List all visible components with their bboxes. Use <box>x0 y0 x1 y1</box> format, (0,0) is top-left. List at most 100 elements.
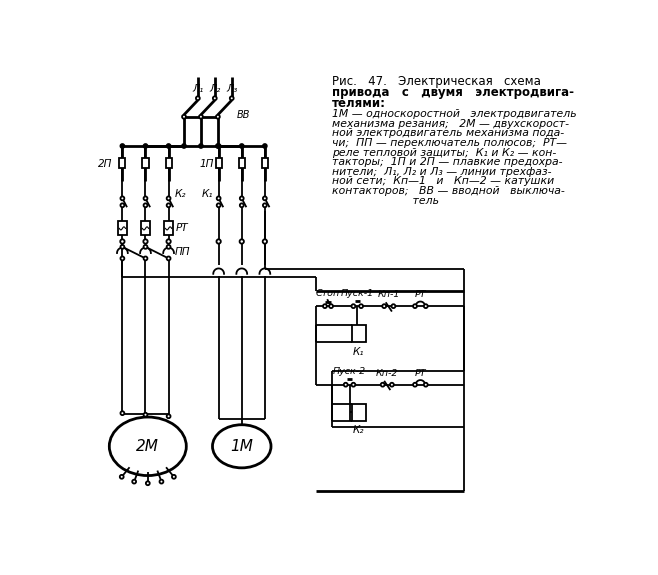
Text: такторы;  1П и 2П — плавкие предохра-: такторы; 1П и 2П — плавкие предохра- <box>332 157 563 167</box>
Text: К₂: К₂ <box>353 425 365 435</box>
Bar <box>164 221 173 235</box>
Text: Кп-2: Кп-2 <box>376 369 399 378</box>
Circle shape <box>132 480 136 484</box>
Circle shape <box>216 239 221 244</box>
Bar <box>141 221 150 235</box>
Circle shape <box>216 204 220 207</box>
Text: К₂: К₂ <box>175 189 187 199</box>
Bar <box>142 158 149 168</box>
Circle shape <box>382 304 386 308</box>
Circle shape <box>120 245 124 249</box>
Circle shape <box>390 383 394 386</box>
Bar <box>166 158 172 168</box>
Bar <box>216 158 222 168</box>
Circle shape <box>263 239 267 244</box>
Circle shape <box>166 204 170 207</box>
Circle shape <box>143 197 147 200</box>
Circle shape <box>143 239 147 244</box>
Text: 2П: 2П <box>98 159 113 170</box>
Text: контакторов;   ВВ — вводной   выключа-: контакторов; ВВ — вводной выключа- <box>332 186 565 196</box>
Circle shape <box>120 204 124 207</box>
Text: тель: тель <box>332 196 439 206</box>
Text: нители;  Л₁, Л₂ и Л₃ — линии трехфаз-: нители; Л₁, Л₂ и Л₃ — линии трехфаз- <box>332 167 551 177</box>
Circle shape <box>263 204 266 207</box>
Circle shape <box>424 304 428 308</box>
Circle shape <box>240 204 243 207</box>
Bar <box>352 325 366 342</box>
Circle shape <box>323 304 327 308</box>
Circle shape <box>166 256 170 260</box>
Text: ной сети;  Кп—1   и   Кп—2 — катушки: ной сети; Кп—1 и Кп—2 — катушки <box>332 177 554 186</box>
Text: привода   с   двумя   электродвига-: привода с двумя электродвига- <box>332 86 574 99</box>
Circle shape <box>240 239 244 244</box>
Circle shape <box>143 144 147 148</box>
Circle shape <box>263 197 266 200</box>
Circle shape <box>263 144 267 148</box>
Text: 1М — односкоростной   электродвигатель: 1М — односкоростной электродвигатель <box>332 109 576 119</box>
Text: Л₂: Л₂ <box>209 84 220 94</box>
Circle shape <box>199 144 203 148</box>
Text: механизма резания;   2М — двухскорост-: механизма резания; 2М — двухскорост- <box>332 118 569 129</box>
Circle shape <box>166 245 170 249</box>
Text: Рис.   47.   Электрическая   схема: Рис. 47. Электрическая схема <box>332 75 541 88</box>
Bar <box>352 404 366 421</box>
Circle shape <box>166 197 170 200</box>
Circle shape <box>216 197 220 200</box>
Text: ной электродвигатель механизма пода-: ной электродвигатель механизма пода- <box>332 128 564 139</box>
Text: ПП: ПП <box>175 247 190 257</box>
Circle shape <box>392 304 395 308</box>
Circle shape <box>166 415 170 418</box>
Circle shape <box>120 239 124 244</box>
Circle shape <box>213 97 216 100</box>
Text: реле тепловой защиты;  К₁ и К₂ — кон-: реле тепловой защиты; К₁ и К₂ — кон- <box>332 148 556 158</box>
Circle shape <box>351 383 355 386</box>
Circle shape <box>343 383 347 386</box>
Circle shape <box>166 239 170 244</box>
Circle shape <box>216 144 221 148</box>
Circle shape <box>143 204 147 207</box>
Text: Л₁: Л₁ <box>192 84 203 94</box>
Circle shape <box>143 245 147 249</box>
Circle shape <box>159 480 163 484</box>
Text: РТ: РТ <box>415 290 426 299</box>
Bar <box>239 158 245 168</box>
Text: чи;  ПП — переключатель полюсов;  РТ—: чи; ПП — переключатель полюсов; РТ— <box>332 138 567 148</box>
Circle shape <box>381 383 384 386</box>
Circle shape <box>143 413 147 417</box>
Circle shape <box>216 144 220 148</box>
Circle shape <box>413 383 417 386</box>
Bar <box>118 221 127 235</box>
Circle shape <box>143 256 147 260</box>
Circle shape <box>199 115 203 118</box>
Text: Л₃: Л₃ <box>226 84 238 94</box>
Circle shape <box>120 144 124 148</box>
Text: 1М: 1М <box>230 439 253 454</box>
Circle shape <box>196 97 200 100</box>
Text: РТ: РТ <box>176 224 189 233</box>
Text: К₁: К₁ <box>353 347 365 356</box>
Text: 1П: 1П <box>200 159 215 170</box>
Circle shape <box>120 197 124 200</box>
Circle shape <box>120 411 124 415</box>
Text: Пуск-2: Пуск-2 <box>333 367 366 376</box>
Circle shape <box>182 144 186 148</box>
Circle shape <box>120 256 124 260</box>
Circle shape <box>424 383 428 386</box>
Circle shape <box>182 115 186 118</box>
Text: 2М: 2М <box>136 439 159 454</box>
Text: К₁: К₁ <box>202 189 214 199</box>
Circle shape <box>329 304 333 308</box>
Circle shape <box>351 304 355 308</box>
Text: ВВ: ВВ <box>236 110 250 120</box>
Text: телями:: телями: <box>332 97 386 110</box>
Circle shape <box>166 144 170 148</box>
Circle shape <box>172 475 176 479</box>
Bar <box>119 158 126 168</box>
Text: Стоп: Стоп <box>316 289 340 298</box>
Text: РТ: РТ <box>415 369 426 378</box>
Circle shape <box>120 475 124 479</box>
Circle shape <box>230 97 234 100</box>
Circle shape <box>216 115 220 118</box>
Circle shape <box>146 481 150 485</box>
Bar <box>262 158 268 168</box>
